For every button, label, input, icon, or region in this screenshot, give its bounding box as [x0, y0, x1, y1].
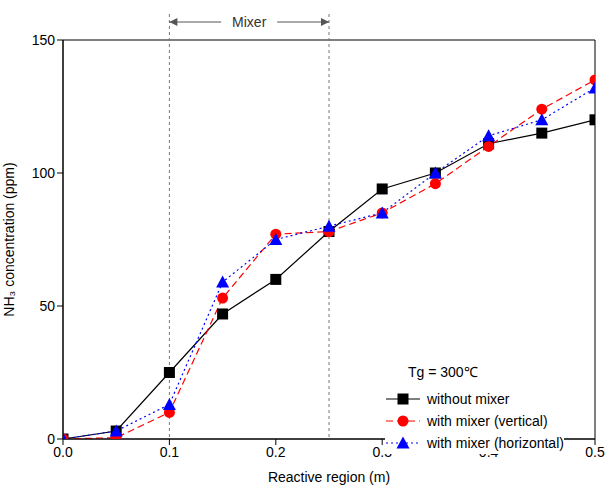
svg-text:150: 150: [32, 32, 56, 48]
html-text:Tg = 300℃: Tg = 300℃: [408, 364, 478, 380]
svg-text:0.5: 0.5: [585, 444, 605, 460]
svg-text:0: 0: [47, 431, 55, 447]
svg-text:0.1: 0.1: [160, 444, 180, 460]
svg-text:0.3: 0.3: [372, 443, 392, 460]
svg-text:0.2: 0.2: [266, 444, 286, 460]
svg-text:NH₃ concentration (ppm): NH₃ concentration (ppm): [1, 162, 17, 316]
svg-text:100: 100: [32, 165, 56, 181]
html-text:with mixer (vertical): with mixer (vertical): [427, 413, 548, 429]
html-text:without mixer: without mixer: [427, 391, 510, 407]
svg-text:50: 50: [39, 298, 55, 314]
svg-text:0.0: 0.0: [53, 444, 73, 460]
svg-text:Reactive region (m): Reactive region (m): [268, 469, 390, 485]
svg-text:Mixer: Mixer: [232, 14, 267, 30]
html-text:with mixer (horizontal): with mixer (horizontal): [427, 435, 564, 451]
